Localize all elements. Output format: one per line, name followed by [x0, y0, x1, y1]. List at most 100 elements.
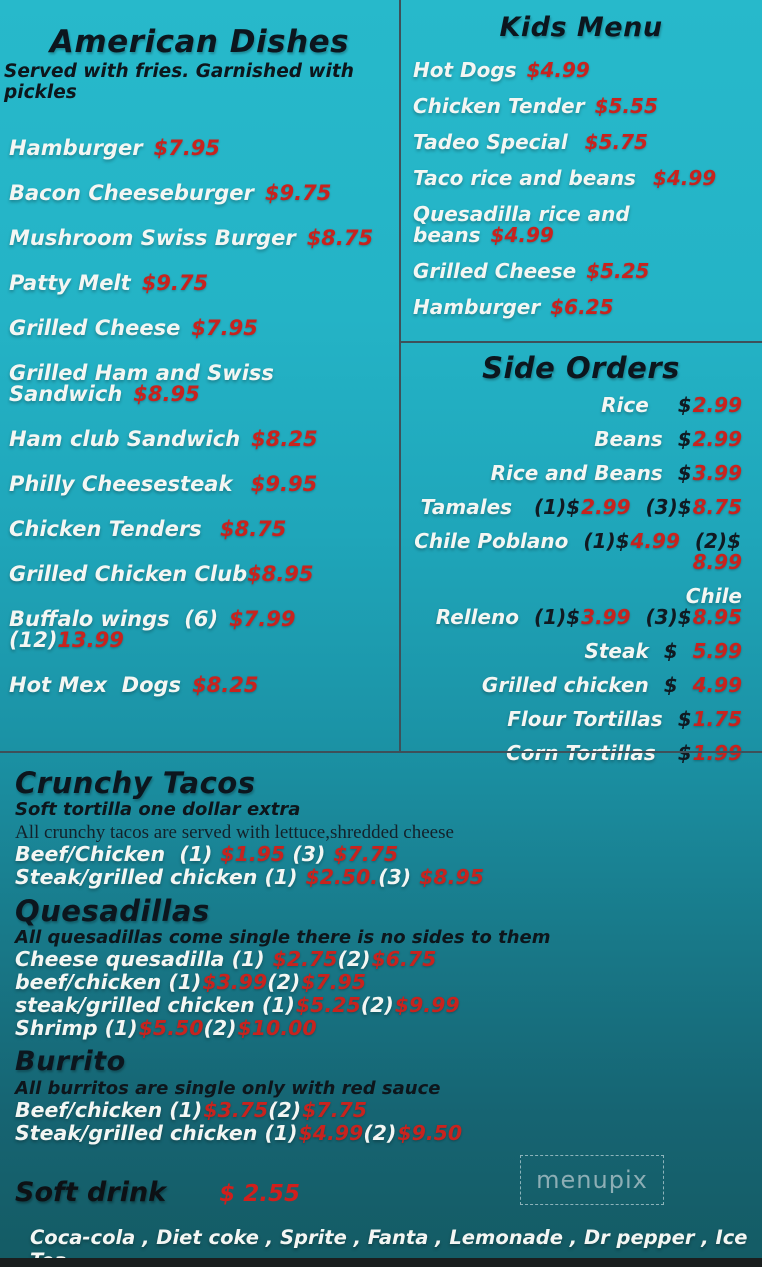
menu-item-row: Hamburger $6.25	[413, 297, 758, 318]
side-orders-title: Side Orders	[482, 351, 680, 385]
item-price: $8.75	[212, 517, 287, 541]
item-price: $5.55	[594, 94, 658, 118]
item-price: 3.99	[692, 461, 742, 485]
menu-item-row: Beef/Chicken (1) $1.95 (3) $7.75	[15, 843, 762, 866]
item-price: 1.99	[692, 741, 742, 765]
item-price-2: 13.99	[57, 628, 124, 652]
item-price-2: 8.75	[692, 495, 742, 519]
menu-item-row: Grilled chicken $ 4.99	[406, 675, 742, 696]
item-name: Philly Cheesesteak	[9, 472, 233, 496]
menu-item-row: Tamales (1)$2.99 (3)$8.75	[406, 497, 742, 518]
menu-item-row: Grilled Ham and Swiss Sandwich $8.95	[9, 363, 395, 405]
item-name: Taco rice and beans	[413, 166, 636, 190]
item-name: Rice	[601, 393, 649, 417]
item-dollar: $	[663, 639, 678, 663]
item-price-2: 8.95	[692, 605, 742, 629]
burrito-subtitle: All burritos are single only with red sa…	[15, 1078, 441, 1099]
item-name: Hot Mex Dogs	[9, 673, 182, 697]
item-dollar: $	[677, 461, 692, 485]
item-name: Beans	[594, 427, 663, 451]
item-qty: (3)	[378, 865, 412, 889]
item-qty-dollar: (1)$	[527, 495, 581, 519]
soft-drink-price: $ 2.55	[219, 1181, 300, 1207]
item-name: Grilled Cheese	[413, 259, 577, 283]
item-price: 2.99	[692, 427, 742, 451]
item-price: $1.95	[220, 842, 286, 866]
menu-item-row: Cheese quesadilla (1) $2.75(2)$6.75	[15, 948, 762, 971]
item-qty: (2)	[363, 1121, 397, 1145]
menu-item-row: Flour Tortillas $1.75	[406, 709, 742, 730]
item-price-2: $9.50	[397, 1121, 463, 1145]
bottom-black-strip	[0, 1258, 762, 1267]
item-price: 3.99	[581, 605, 631, 629]
menu-item-row: Quesadilla rice and beans $4.99	[413, 204, 758, 246]
item-name: Beef/Chicken (1)	[15, 842, 213, 866]
item-name: Chicken Tenders	[9, 517, 202, 541]
menu-item-row: Grilled Chicken Club$8.95	[9, 564, 395, 585]
item-price: $4.99	[490, 223, 554, 247]
item-dollar: $	[677, 427, 692, 451]
item-name: Buffalo wings (6)	[9, 607, 219, 631]
item-name: Chile Poblano	[414, 529, 569, 553]
menu-item-row: Patty Melt $9.75	[9, 273, 395, 294]
menu-item-row: Beans $2.99	[406, 429, 742, 450]
item-price: $7.95	[153, 136, 221, 160]
item-price: $9.75	[264, 181, 332, 205]
burrito-title: Burrito	[15, 1046, 126, 1077]
menu-item-row: beef/chicken (1)$3.99(2)$7.95	[15, 971, 762, 994]
horizontal-divider-right	[400, 341, 762, 343]
american-dishes-items: Hamburger $7.95 Bacon Cheeseburger $9.75 M…	[9, 138, 395, 720]
item-price: $5.25	[586, 259, 650, 283]
menu-item-row: Grilled Cheese $5.25	[413, 261, 758, 282]
menu-item-row: Steak/grilled chicken (1)$4.99(2)$9.50	[15, 1122, 762, 1145]
item-name: Shrimp (1)	[15, 1016, 138, 1040]
item-price-2: $9.99	[394, 993, 460, 1017]
menupix-watermark: menupix	[520, 1155, 664, 1205]
item-name: Patty Melt	[9, 271, 131, 295]
item-name: Tamales	[420, 495, 513, 519]
menu-item-row: Taco rice and beans $4.99	[413, 168, 758, 189]
menu-item-row: Chile Relleno (1)$3.99 (3)$8.95	[406, 586, 742, 628]
american-dishes-title: American Dishes	[49, 24, 350, 60]
item-price: $3.75	[203, 1098, 269, 1122]
item-name: Grilled chicken	[481, 673, 649, 697]
menu-item-row: Chicken Tender $5.55	[413, 96, 758, 117]
item-name: Mushroom Swiss Burger	[9, 226, 296, 250]
item-qty: (12)	[9, 607, 311, 652]
vertical-divider	[399, 0, 401, 752]
item-price: $7.99	[229, 607, 296, 631]
kids-menu-title: Kids Menu	[499, 12, 663, 43]
item-price: $5.50	[138, 1016, 204, 1040]
menu-item-row: Rice $2.99	[406, 395, 742, 416]
item-price: $2.50.	[305, 865, 379, 889]
item-price-2: $7.75	[302, 1098, 368, 1122]
item-qty: (2)	[337, 947, 371, 971]
item-price: $8.75	[306, 226, 374, 250]
item-qty-dollar-2: (3)$	[645, 495, 692, 519]
menu-item-row: Rice and Beans $3.99	[406, 463, 742, 484]
item-qty: (2)	[267, 970, 301, 994]
item-price-2: $6.75	[371, 947, 437, 971]
item-qty: (2)	[268, 1098, 302, 1122]
item-name: Grilled Cheese	[9, 316, 181, 340]
item-qty-dollar-2: (3)$	[645, 605, 692, 629]
item-price-2: $8.95	[419, 865, 484, 889]
item-price: $5.75	[577, 130, 648, 154]
item-price-2: 8.99	[692, 529, 749, 574]
item-dollar: $	[663, 393, 692, 417]
item-name: Bacon Cheeseburger	[9, 181, 254, 205]
item-price-2: $7.95	[301, 970, 367, 994]
menu-item-row: Steak/grilled chicken (1) $2.50.(3) $8.95	[15, 866, 762, 889]
item-price: $9.75	[141, 271, 209, 295]
menu-item-row: Tadeo Special $5.75	[413, 132, 758, 153]
menu-item-row: Hamburger $7.95	[9, 138, 395, 159]
item-name: Cheese quesadilla (1)	[15, 947, 265, 971]
menu-item-row: Buffalo wings (6) $7.99 (12)13.99	[9, 609, 395, 651]
item-name: Hamburger	[413, 295, 541, 319]
item-price: 1.75	[692, 707, 742, 731]
menu-item-row: Steak $ 5.99	[406, 641, 742, 662]
item-dollar: $	[663, 673, 678, 697]
crunchy-tacos-title: Crunchy Tacos	[15, 766, 256, 800]
item-price: $5.25	[295, 993, 361, 1017]
